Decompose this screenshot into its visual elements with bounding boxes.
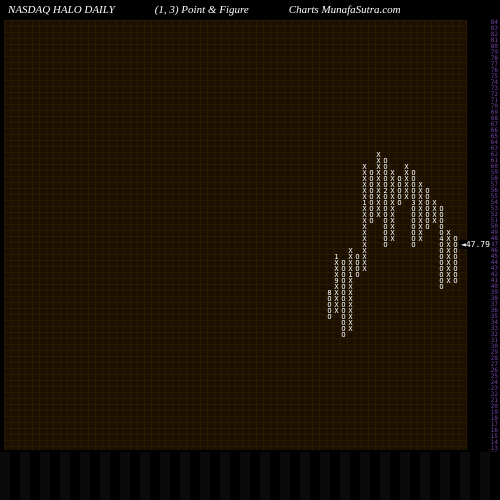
pf-cell: O [382,242,389,248]
price-marker: ◄47.79 [459,240,492,249]
pf-column: OOOOOOOO [452,20,459,450]
pf-cell: O [354,272,361,278]
pf-column: XXXX [431,20,438,450]
pf-column: OOOOO2OOOOOOOOO [382,20,389,450]
pf-column: XXXXXXXXX [445,20,452,450]
pf-column: XXXX1XXXXXXXXX [347,20,354,450]
pf-cell: O [410,242,417,248]
pf-column: XXXXXX1XXXXXXXXXXX [361,20,368,450]
pf-cell: O [326,314,333,320]
pf-cell: X [347,326,354,332]
pf-column: OOOOOOOOOOOOO [340,20,347,450]
pf-cell: O [438,284,445,290]
chart-params: (1, 3) Point & Figure [155,4,249,16]
pf-cell: O [424,224,431,230]
pf-column: OOOO [354,20,361,450]
pf-cell: X [417,236,424,242]
pf-column: OOOOOOO [424,20,431,450]
bottom-strip [0,452,500,500]
pf-column: OOOOOOOOO [368,20,375,450]
chart-title: NASDAQ HALO DAILY [8,4,115,16]
pf-cell: O [396,200,403,206]
pf-cell: X [403,194,410,200]
pf-cell: O [452,278,459,284]
pf-column: 8OOOO [326,20,333,450]
pf-cell: X [431,218,438,224]
pf-cell: X [361,266,368,272]
pf-column: 1XXX9XXXXX [333,20,340,450]
pf-cell: X [445,278,452,284]
pf-cell: O [340,332,347,338]
pf-column: XXXXXXXXXXXX [389,20,396,450]
chart-source: Charts MunafaSutra.com [289,4,401,16]
pf-column: XXXXXXXXXXX [375,20,382,450]
chart-area: 8OOOO1XXX9XXXXXOOOOOOOOOOOOOXXXX1XXXXXXX… [4,20,466,450]
pf-column: OOOOO4OOOOOOOO [438,20,445,450]
y-axis: 8483828180797877767574737271706968676665… [468,20,498,450]
pf-column: XXXXXX [403,20,410,450]
pf-cell: X [375,212,382,218]
pf-cell: X [333,308,340,314]
pf-cell: O [368,218,375,224]
pf-column: OOOOO [396,20,403,450]
chart-header: NASDAQ HALO DAILY (1, 3) Point & Figure … [8,4,492,16]
pf-column: OOOOO3OOOOOOO [410,20,417,450]
pf-cell: X [389,236,396,242]
pf-column: XXXXXXXXXX [417,20,424,450]
